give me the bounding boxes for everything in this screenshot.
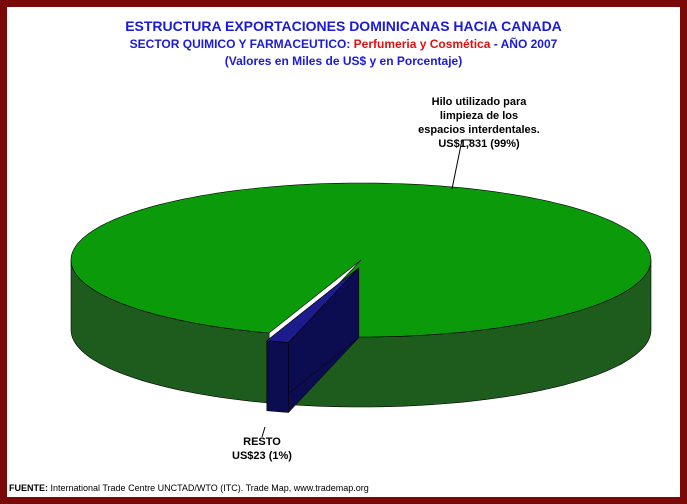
- source-text: International Trade Centre UNCTAD/WTO (I…: [50, 483, 369, 493]
- slice-top: [266, 267, 360, 343]
- slice-top: [70, 182, 652, 338]
- chart-note: (Valores en Miles de US$ y en Porcentaje…: [224, 54, 463, 68]
- chart-title: ESTRUCTURA EXPORTACIONES DOMINICANAS HAC…: [125, 18, 562, 34]
- leader-line: [451, 139, 473, 190]
- category-label: Hilo utilizado para limpieza de los espa…: [418, 96, 540, 136]
- subtitle-suffix: - AÑO 2007: [493, 37, 558, 51]
- slice-label: RESTO US$23 (1%): [207, 435, 317, 463]
- leader-line: [261, 426, 266, 438]
- chart-subtitle: SECTOR QUIMICO Y FARMACEUTICO: Perfumeri…: [7, 37, 680, 51]
- pie-canvas: [70, 139, 652, 438]
- slice-label: Hilo utilizado para limpieza de los espa…: [415, 95, 543, 151]
- subtitle-prefix: SECTOR QUIMICO Y FARMACEUTICO:: [129, 37, 351, 51]
- source: FUENTE: International Trade Centre UNCTA…: [9, 483, 369, 493]
- value-label: US$23 (1%): [232, 450, 292, 462]
- slice-side: [266, 340, 289, 413]
- category-label: RESTO: [243, 436, 281, 448]
- source-label: FUENTE:: [9, 483, 48, 493]
- subtitle-highlight: Perfumeria y Cosmética: [353, 37, 491, 51]
- value-label: US$1,831 (99%): [438, 138, 520, 150]
